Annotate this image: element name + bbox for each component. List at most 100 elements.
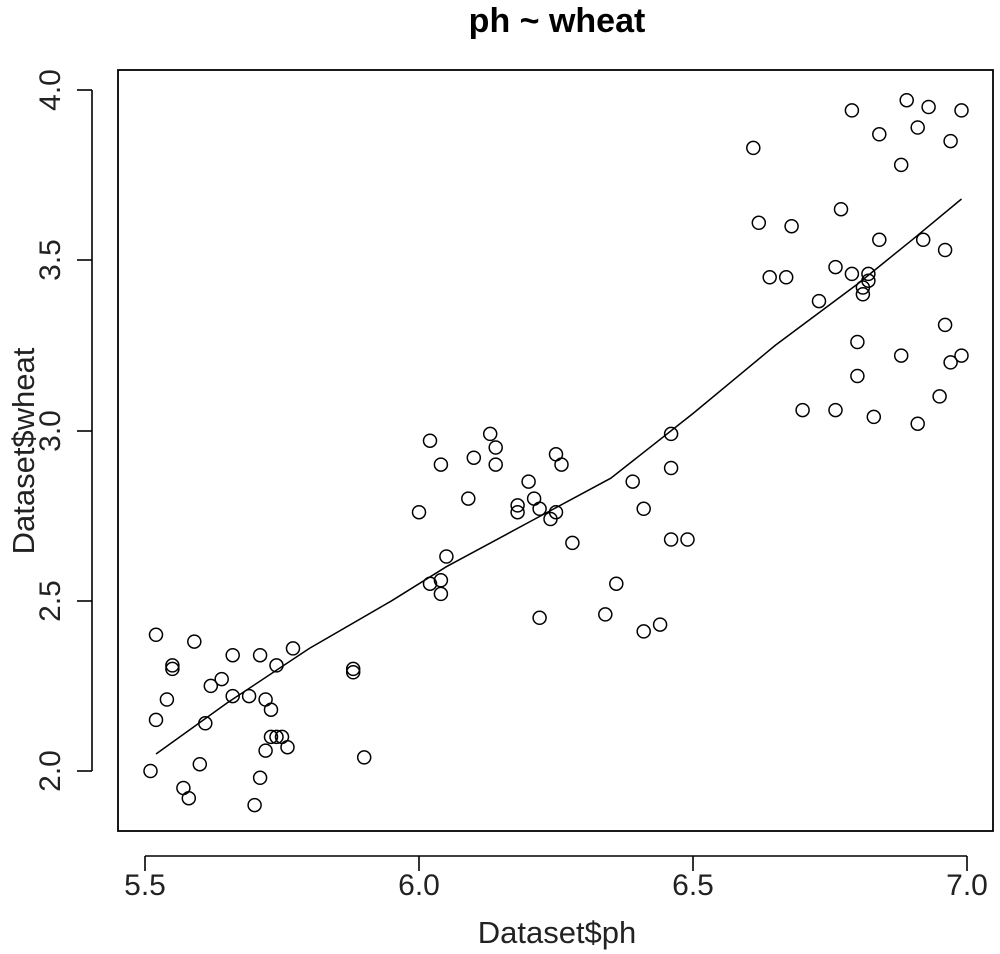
- data-point: [203, 678, 219, 694]
- data-point: [532, 610, 547, 626]
- plot-frame: [117, 69, 994, 832]
- data-point: [356, 750, 372, 765]
- y-axis-label: Dataset$wheat: [6, 347, 41, 554]
- data-point: [554, 457, 569, 472]
- data-point: [943, 133, 958, 149]
- data-point: [181, 790, 197, 806]
- x-tick-label: 5.5: [124, 869, 166, 902]
- data-point: [258, 743, 273, 758]
- data-point: [762, 270, 777, 285]
- data-point: [461, 491, 476, 506]
- data-point: [225, 688, 240, 704]
- data-point: [663, 460, 679, 476]
- data-point: [192, 756, 208, 772]
- data-point: [861, 266, 876, 282]
- data-point: [636, 624, 651, 639]
- data-point: [663, 426, 679, 442]
- data-point: [855, 287, 871, 302]
- data-point: [247, 797, 262, 813]
- data-point: [252, 770, 268, 786]
- data-point: [872, 232, 887, 248]
- points-layer: [143, 92, 969, 813]
- data-point: [433, 573, 449, 588]
- data-point: [252, 647, 268, 663]
- y-tick-label: 2.5: [34, 580, 67, 622]
- data-point: [433, 457, 449, 472]
- data-point: [609, 576, 624, 591]
- data-point: [652, 617, 668, 632]
- data-point: [269, 658, 284, 673]
- data-point: [159, 692, 175, 707]
- data-point: [482, 426, 498, 442]
- trend-layer: [155, 198, 962, 755]
- data-point: [899, 92, 914, 108]
- data-point: [422, 576, 438, 591]
- data-point: [241, 688, 257, 704]
- data-point: [921, 99, 936, 115]
- data-point: [680, 532, 695, 547]
- y-tick-label: 3.5: [34, 239, 67, 281]
- data-point: [345, 661, 361, 677]
- data-point: [872, 127, 887, 142]
- x-tick-label: 7.0: [946, 869, 988, 902]
- data-point: [148, 627, 164, 643]
- data-point: [526, 491, 542, 506]
- data-point: [910, 120, 925, 135]
- data-point: [345, 665, 361, 680]
- data-point: [778, 270, 794, 285]
- data-point: [932, 389, 947, 404]
- data-point: [751, 215, 767, 231]
- y-tick-label: 2.0: [34, 750, 67, 792]
- data-point: [258, 692, 273, 707]
- data-point: [954, 103, 969, 118]
- data-point: [811, 293, 827, 309]
- data-point: [411, 504, 427, 520]
- data-point: [422, 433, 438, 448]
- data-point: [850, 334, 865, 350]
- data-point: [833, 201, 849, 217]
- data-point: [861, 273, 876, 288]
- data-point: [488, 440, 503, 455]
- data-point: [828, 402, 843, 418]
- x-axis: 5.5 6.0 6.5 7.0 Dataset$ph: [124, 855, 988, 950]
- data-point: [263, 702, 279, 717]
- data-point: [893, 348, 909, 363]
- data-point: [663, 532, 679, 547]
- x-axis-label: Dataset$ph: [478, 915, 637, 950]
- data-point: [214, 671, 229, 687]
- data-point: [915, 232, 931, 248]
- data-point: [910, 416, 925, 431]
- data-point: [143, 763, 158, 779]
- data-point: [187, 634, 202, 649]
- data-point: [510, 504, 525, 520]
- x-tick-label: 6.5: [672, 869, 714, 902]
- y-axis: 2.0 2.5 3.0 3.5 4.0 Dataset$wheat: [6, 69, 93, 792]
- data-point: [937, 317, 953, 333]
- data-point: [937, 242, 953, 258]
- data-point: [176, 780, 191, 796]
- data-point: [636, 501, 651, 517]
- data-point: [285, 641, 301, 656]
- data-point: [165, 658, 180, 673]
- data-point: [488, 457, 503, 472]
- data-point: [828, 259, 843, 275]
- data-point: [263, 729, 279, 745]
- data-point: [625, 474, 640, 489]
- data-point: [510, 498, 525, 513]
- data-point: [532, 501, 547, 517]
- data-point: [954, 348, 969, 363]
- data-point: [850, 368, 865, 384]
- data-point: [565, 535, 580, 551]
- x-tick-label: 6.0: [398, 869, 440, 902]
- data-point: [433, 586, 449, 602]
- trend-line: [155, 198, 962, 755]
- data-point: [269, 729, 284, 745]
- data-point: [521, 474, 536, 489]
- data-point: [165, 661, 180, 677]
- data-point: [548, 504, 564, 520]
- data-point: [866, 409, 882, 425]
- chart-title: ph ~ wheat: [469, 2, 646, 40]
- data-point: [148, 712, 164, 728]
- data-point: [893, 157, 909, 173]
